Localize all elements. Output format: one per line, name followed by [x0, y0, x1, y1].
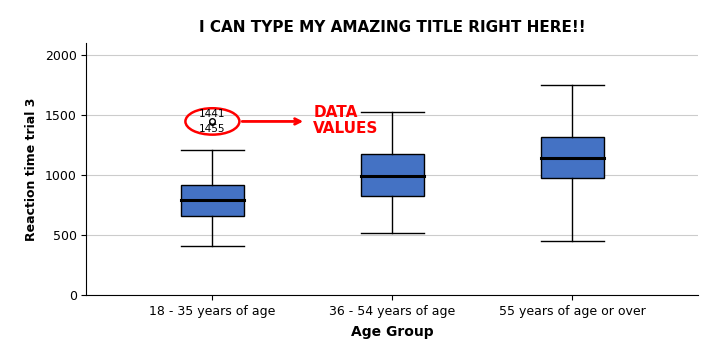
Title: I CAN TYPE MY AMAZING TITLE RIGHT HERE!!: I CAN TYPE MY AMAZING TITLE RIGHT HERE!! [199, 20, 585, 35]
Y-axis label: Reaction time trial 3: Reaction time trial 3 [25, 98, 38, 241]
X-axis label: Age Group: Age Group [351, 325, 433, 339]
Bar [361, 154, 424, 195]
Bar [541, 137, 604, 177]
Text: DATA
VALUES: DATA VALUES [313, 105, 379, 136]
Bar [181, 185, 244, 216]
Text: 1455: 1455 [199, 123, 225, 134]
Text: 1441: 1441 [199, 109, 225, 119]
